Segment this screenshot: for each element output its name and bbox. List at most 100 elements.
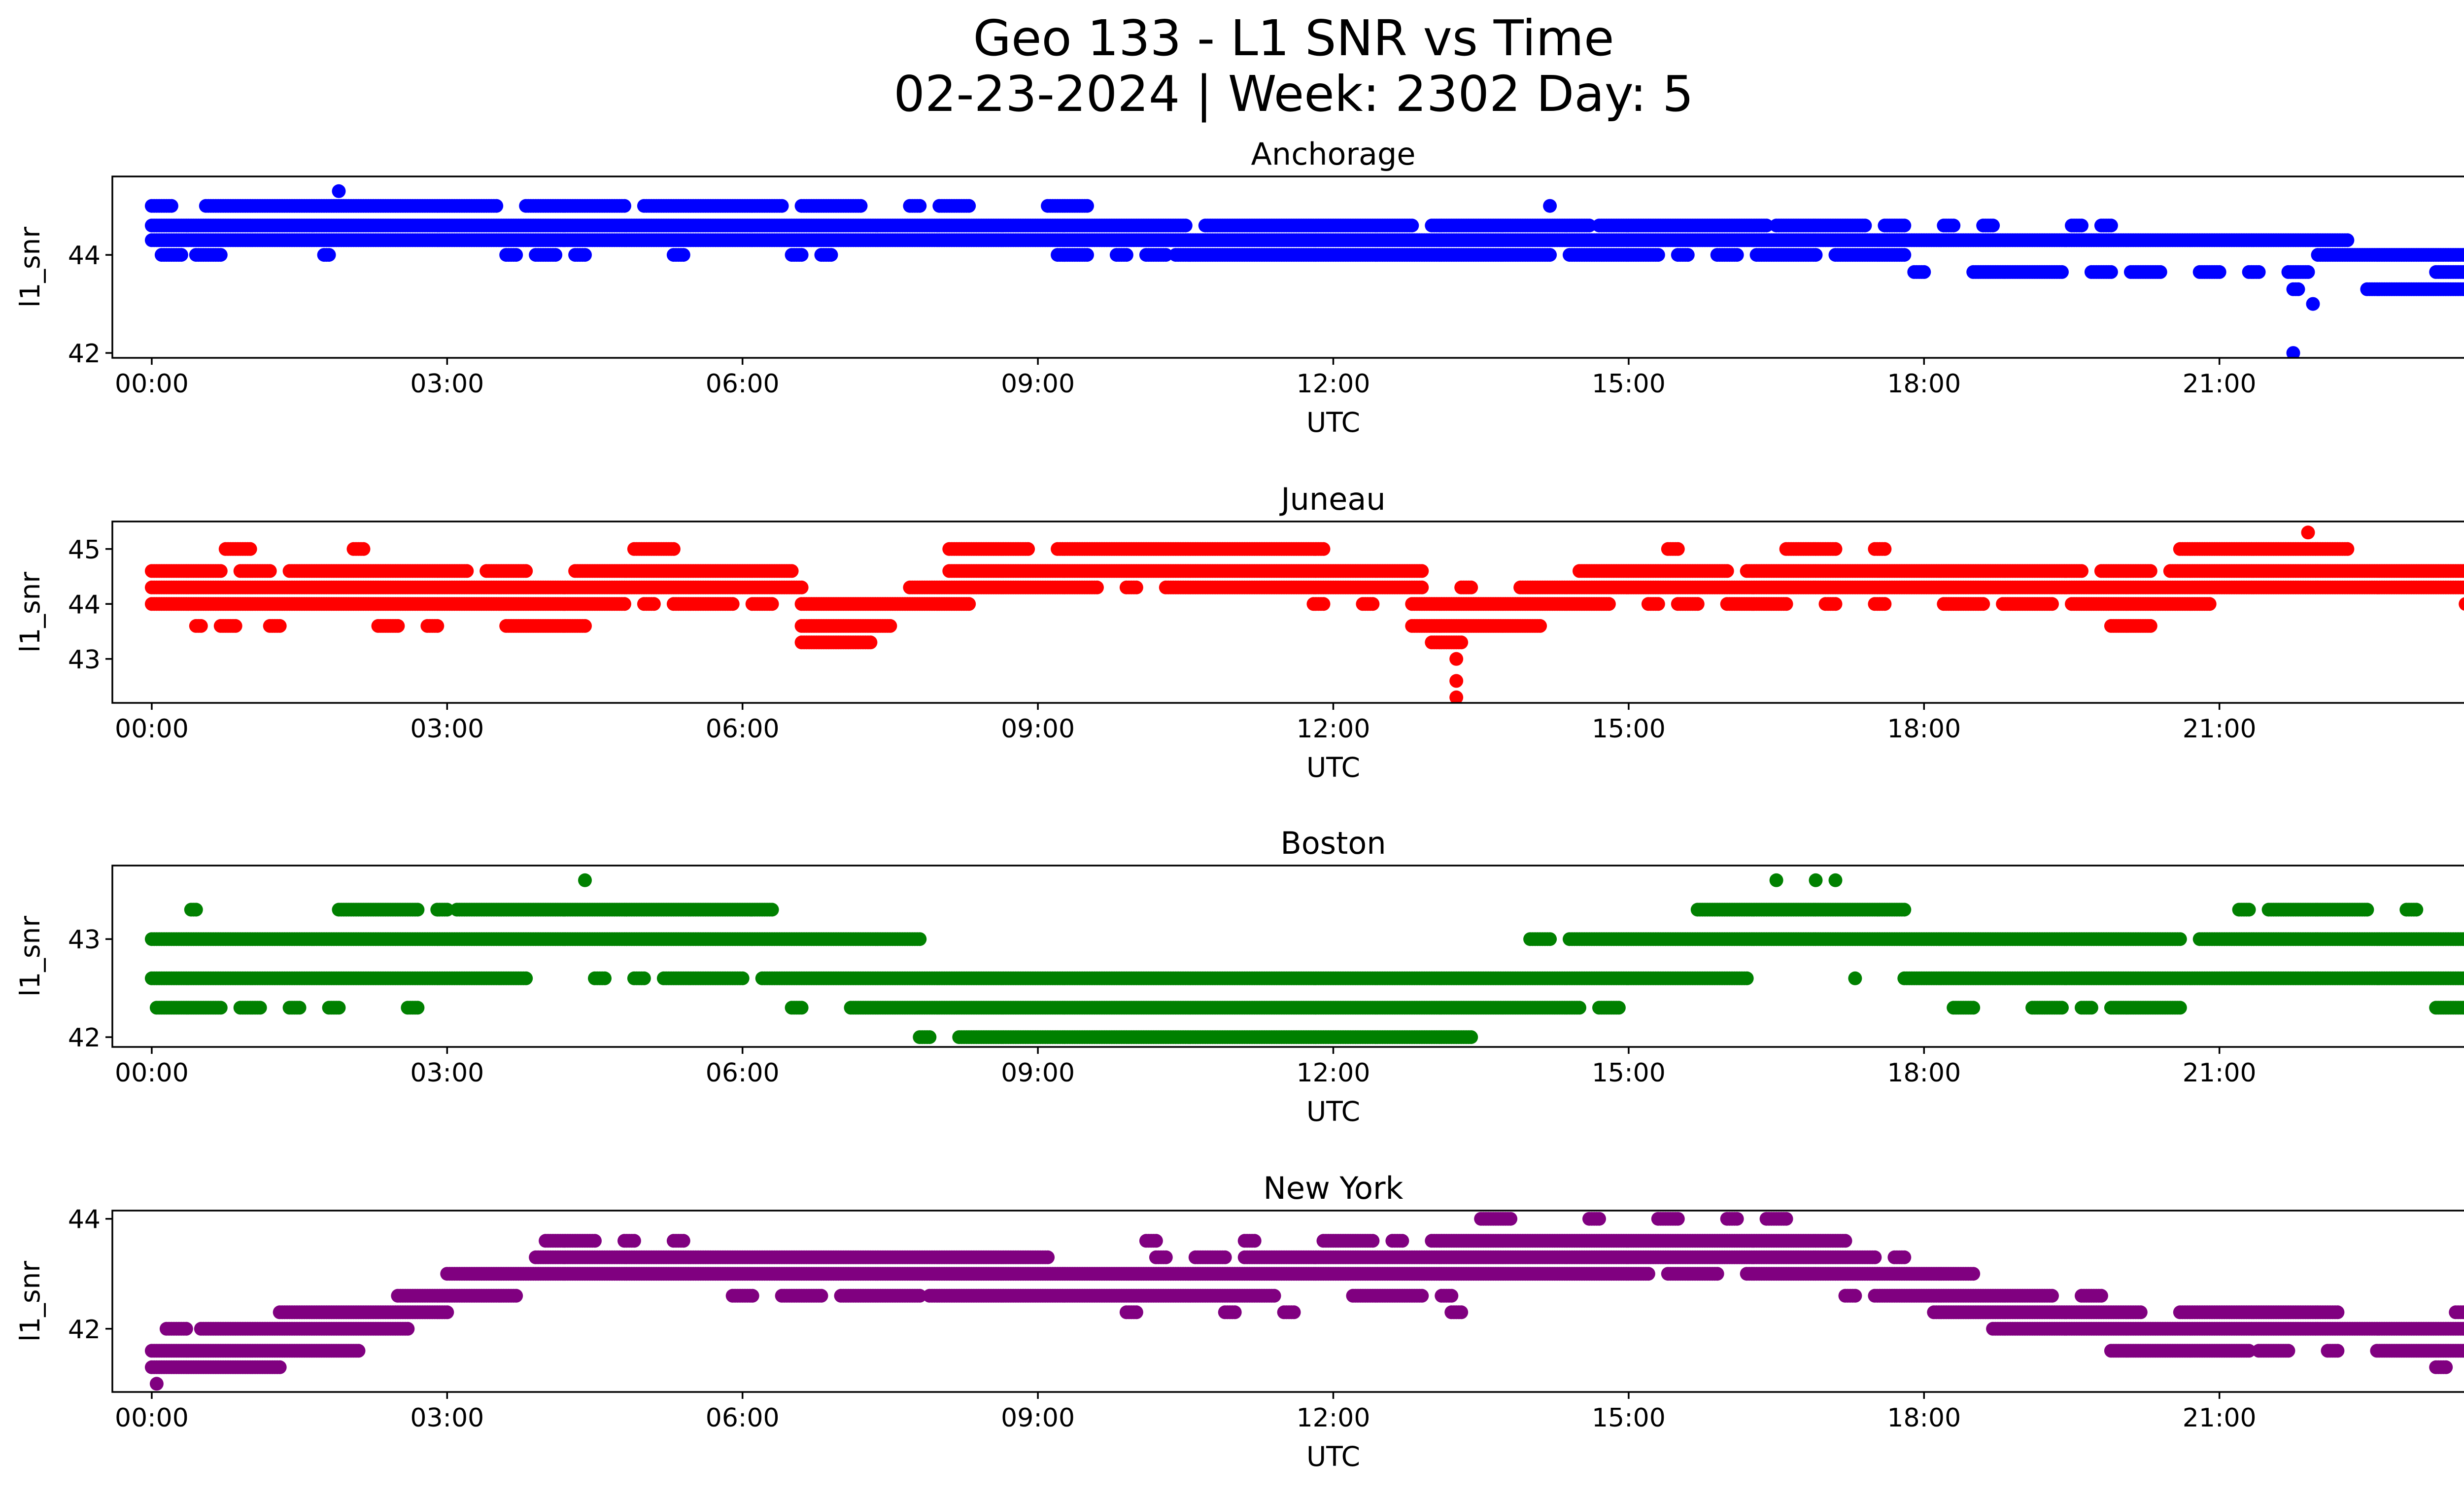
data-point [213,248,228,262]
x-tick-label: 03:00 [410,369,484,399]
data-point [1366,597,1380,611]
data-point [2045,597,2059,611]
data-point [332,184,346,198]
data-point [794,580,809,594]
data-point [263,564,277,578]
data-point [666,542,681,556]
data-point [2075,218,2088,233]
data-point [2143,564,2157,578]
data-point [1464,580,1478,594]
data-point [1602,597,1616,611]
data-point [1159,248,1173,262]
x-tick-label: 09:00 [1001,369,1075,399]
data-point [2104,218,2118,233]
figure-title-line-1: Geo 133 - L1 SNR vs Time [973,9,1614,67]
x-tick-label: 18:00 [1887,369,1961,399]
data-point [1986,218,2000,233]
y-tick-label: 42 [68,339,101,369]
data-point [460,564,474,578]
data-point [578,248,592,262]
data-point [509,248,523,262]
data-point [1080,199,1094,213]
data-point [1651,248,1665,262]
data-point [962,597,976,611]
data-point [1917,265,1931,279]
data-point [1415,580,1429,594]
data-point [2104,265,2118,279]
data-point [228,619,242,633]
data-point [2340,542,2355,556]
data-point [1809,248,1823,262]
data-point [794,248,809,262]
data-point [2340,233,2355,247]
data-point [1779,597,1793,611]
data-point [1897,218,1912,233]
data-point [1090,580,1104,594]
data-point [785,564,799,578]
data-point [617,597,631,611]
data-point [1828,542,1843,556]
data-point [617,199,631,213]
data-point [2461,565,2464,577]
data-point [164,199,178,213]
data-point [1720,564,1734,578]
x-tick-label: 06:00 [706,369,780,399]
data-point [775,199,789,213]
data-point [1759,218,1774,233]
data-point [1405,218,1419,233]
subplot-title: Juneau [1279,481,1385,517]
data-point [1651,597,1665,611]
data-point [913,199,927,213]
data-point [1858,218,1872,233]
scatter-series [144,525,2464,703]
x-tick-label: 12:00 [1297,369,1370,399]
data-point [854,199,868,213]
data-point [1976,597,1990,611]
x-axis-label: UTC [1306,407,1360,438]
scatter-series [144,184,2464,358]
data-point [356,542,371,556]
data-point [519,564,533,578]
data-point [2461,582,2464,593]
data-point [243,542,257,556]
data-point [1316,597,1331,611]
data-point [725,597,740,611]
data-point [962,199,976,213]
data-point [2461,598,2464,610]
data-point [322,248,336,262]
data-point [194,619,208,633]
data-point [2301,265,2315,279]
data-point [1730,248,1744,262]
data-point [2075,564,2088,578]
data-point [1947,218,1961,233]
data-point [824,248,838,262]
data-point [548,248,563,262]
y-tick-label: 44 [68,241,101,271]
data-point [1178,218,1193,233]
data-point [1878,597,1892,611]
data-point [1129,580,1143,594]
data-point [676,248,690,262]
data-point [1543,199,1557,213]
data-point [2291,282,2305,296]
data-point [174,248,188,262]
data-point [1897,248,1912,262]
data-point [1119,248,1133,262]
data-point [1878,542,1892,556]
data-point [2055,265,2069,279]
data-point [273,619,287,633]
x-tick-label: 00:00 [115,369,189,399]
data-point [2212,265,2226,279]
data-point [213,564,228,578]
data-point [1415,564,1429,578]
data-point [647,597,661,611]
data-point [2202,597,2217,611]
data-point [2252,265,2266,279]
data-point [1316,542,1331,556]
x-tick-label: 21:00 [2183,369,2257,399]
data-point [1690,597,1705,611]
data-point [2306,297,2320,311]
